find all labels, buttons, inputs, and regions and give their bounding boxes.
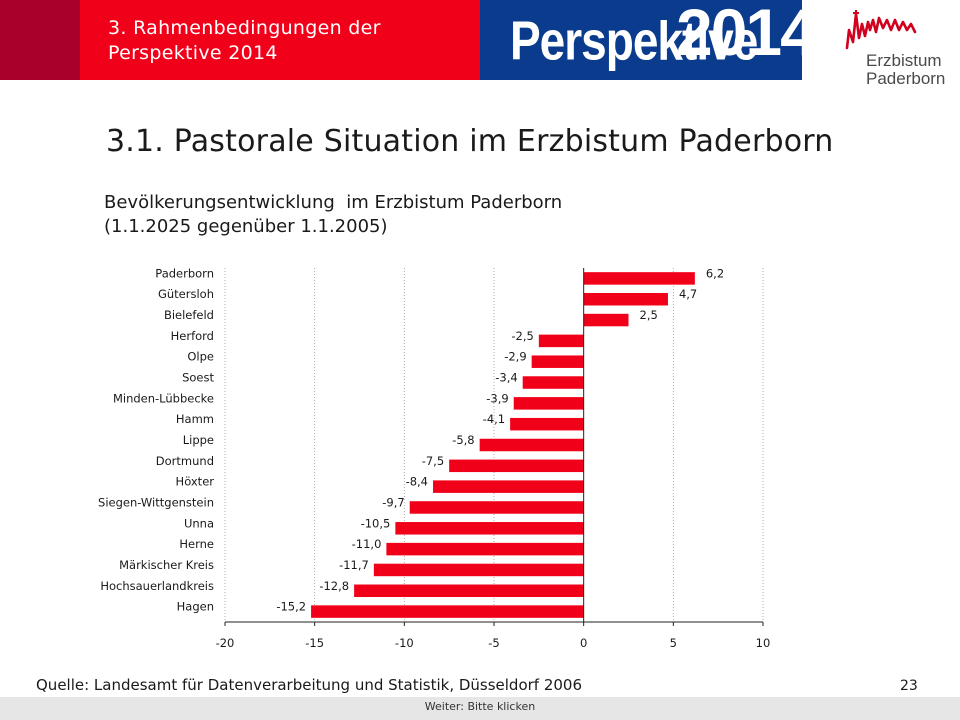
header-section-block bbox=[80, 0, 480, 80]
data-label: -5,8 bbox=[452, 433, 474, 447]
logo-word: Perspektive bbox=[510, 10, 758, 72]
bar bbox=[538, 334, 584, 348]
category-label: Hochsauerlandkreis bbox=[100, 579, 214, 593]
chart-title-line1: Bevölkerungsentwicklung im Erzbistum Pad… bbox=[104, 192, 563, 213]
data-label: -12,8 bbox=[319, 579, 349, 593]
data-label: -11,0 bbox=[352, 537, 382, 551]
bar bbox=[583, 272, 695, 285]
data-label: -11,7 bbox=[339, 558, 369, 572]
bar bbox=[311, 605, 584, 618]
category-label: Gütersloh bbox=[158, 287, 214, 301]
bar bbox=[409, 501, 584, 514]
category-label: Unna bbox=[184, 516, 214, 530]
data-label: -4,1 bbox=[483, 412, 505, 426]
x-tick-label: -10 bbox=[395, 636, 414, 650]
bar bbox=[531, 355, 584, 368]
chart-title-line2: (1.1.2025 gegenüber 1.1.2005) bbox=[104, 216, 388, 237]
data-label: -15,2 bbox=[276, 600, 306, 614]
source-note: Quelle: Landesamt für Datenverarbeitung … bbox=[36, 676, 583, 694]
bar bbox=[510, 417, 584, 431]
data-label: 6,2 bbox=[706, 266, 724, 280]
category-label: Siegen-Wittgenstein bbox=[98, 495, 214, 509]
category-label: Märkischer Kreis bbox=[119, 558, 214, 572]
bar bbox=[522, 376, 584, 389]
slide-title: 3.1. Pastorale Situation im Erzbistum Pa… bbox=[106, 124, 834, 159]
category-label: Soest bbox=[182, 371, 214, 385]
category-label: Herne bbox=[179, 537, 214, 551]
bar bbox=[386, 542, 584, 556]
category-label: Hamm bbox=[176, 412, 214, 426]
x-tick-label: 10 bbox=[756, 636, 771, 650]
category-label: Bielefeld bbox=[164, 308, 214, 322]
section-title-line2: Perspektive 2014 bbox=[108, 42, 278, 64]
organization-name-line2: Paderborn bbox=[866, 69, 946, 88]
data-label: 4,7 bbox=[679, 287, 697, 301]
bar bbox=[583, 292, 668, 306]
data-label: -2,5 bbox=[511, 329, 533, 343]
x-tick-label: -5 bbox=[488, 636, 499, 650]
bar bbox=[513, 397, 584, 410]
category-label: Hagen bbox=[177, 600, 214, 614]
category-label: Olpe bbox=[187, 350, 214, 364]
data-label: -3,9 bbox=[486, 391, 508, 405]
data-label: -10,5 bbox=[361, 516, 391, 530]
bar bbox=[583, 313, 629, 327]
erzbistum-logo-box bbox=[836, 0, 944, 90]
bar bbox=[395, 522, 584, 535]
data-label: -3,4 bbox=[495, 371, 517, 385]
data-label: -7,5 bbox=[422, 454, 444, 468]
data-label: 2,5 bbox=[640, 308, 658, 322]
x-tick-label: -15 bbox=[305, 636, 324, 650]
header-accent-block bbox=[0, 0, 80, 80]
data-label: -8,4 bbox=[406, 475, 428, 489]
advance-hint-bar[interactable]: Weiter: Bitte klicken bbox=[0, 697, 960, 720]
organization-name-line1: Erzbistum bbox=[866, 51, 942, 70]
bar bbox=[449, 459, 584, 473]
advance-hint-label: Weiter: Bitte klicken bbox=[424, 700, 536, 713]
bar bbox=[479, 438, 584, 452]
section-title-line1: 3. Rahmenbedingungen der bbox=[108, 17, 381, 39]
erzbistum-paderborn-logo-icon bbox=[845, 10, 917, 50]
bar bbox=[354, 584, 584, 598]
category-label: Paderborn bbox=[155, 266, 214, 280]
x-tick-label: 0 bbox=[580, 636, 587, 650]
category-label: Minden-Lübbecke bbox=[113, 391, 214, 405]
data-label: -2,9 bbox=[504, 350, 526, 364]
section-title: 3. Rahmenbedingungen der Perspektive 201… bbox=[108, 16, 448, 66]
category-label: Lippe bbox=[183, 433, 214, 447]
chart-title: Bevölkerungsentwicklung im Erzbistum Pad… bbox=[104, 191, 724, 239]
category-label: Höxter bbox=[176, 475, 215, 489]
perspektive-2014-logo-icon: Perspektive 2014 bbox=[480, 0, 802, 80]
x-tick-label: 5 bbox=[670, 636, 677, 650]
data-label: -9,7 bbox=[382, 495, 404, 509]
logo-year: 2014 bbox=[676, 0, 802, 69]
bar bbox=[373, 563, 584, 577]
x-tick-label: -20 bbox=[216, 636, 235, 650]
category-label: Dortmund bbox=[156, 454, 214, 468]
header-band: 3. Rahmenbedingungen der Perspektive 201… bbox=[0, 0, 960, 90]
bar bbox=[433, 480, 584, 493]
category-label: Herford bbox=[171, 329, 214, 343]
page-number: 23 bbox=[900, 678, 918, 694]
organization-name: Erzbistum Paderborn bbox=[866, 52, 956, 88]
